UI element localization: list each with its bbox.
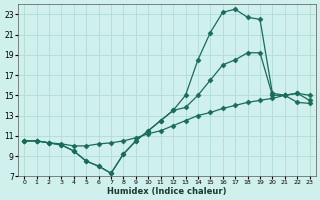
X-axis label: Humidex (Indice chaleur): Humidex (Indice chaleur) xyxy=(107,187,227,196)
